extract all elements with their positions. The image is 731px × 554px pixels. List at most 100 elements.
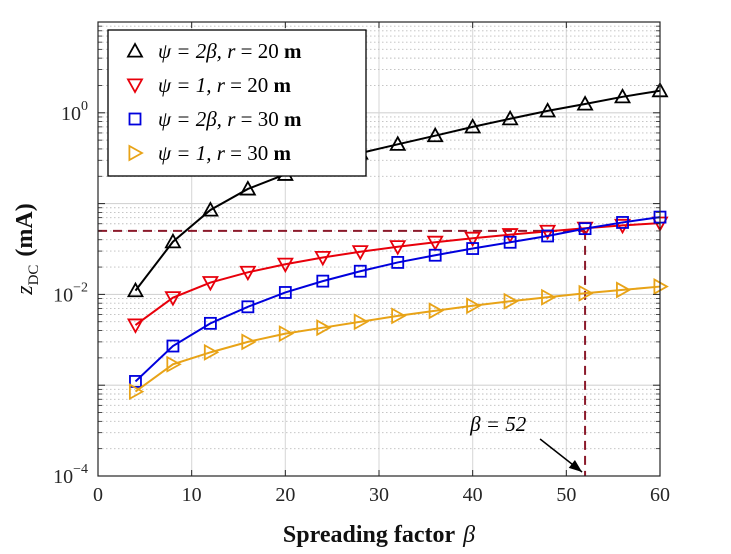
- series-2: [129, 210, 667, 388]
- legend-marker: [126, 42, 144, 58]
- x-tick-label: 60: [650, 484, 670, 506]
- data-point: [164, 291, 182, 307]
- data-point: [316, 319, 332, 337]
- data-point: [164, 232, 182, 249]
- legend-marker: [126, 78, 144, 94]
- legend-entry-3: ψ = 1, r = 30 m: [128, 141, 292, 165]
- legend-label-r: r: [217, 141, 226, 165]
- data-point: [464, 118, 482, 134]
- data-point: [166, 339, 180, 353]
- data-point: [539, 102, 557, 118]
- x-tick-label: 30: [369, 484, 389, 506]
- data-point: [503, 292, 519, 310]
- y-axis-symbol: z: [12, 285, 38, 296]
- data-point: [426, 126, 444, 143]
- data-point: [466, 242, 480, 255]
- data-point: [353, 264, 367, 278]
- y-tick-exponent: −4: [73, 462, 88, 477]
- legend-label-value: = 30: [225, 141, 274, 165]
- data-point: [501, 228, 519, 244]
- legend-entry-2: ψ = 2β, r = 30 m: [128, 107, 302, 131]
- legend-label: ψ = 1, r = 30 m: [158, 141, 292, 165]
- x-tick-label: 0: [93, 484, 103, 506]
- data-point: [501, 109, 519, 126]
- y-axis-title: zDC (mA): [12, 203, 42, 296]
- legend-label-params: ψ = 1,: [158, 73, 217, 97]
- x-tick-label: 10: [182, 484, 202, 506]
- y-axis-subscript: DC: [26, 265, 42, 286]
- data-point: [539, 224, 557, 241]
- x-axis-title: Spreading factor β: [283, 522, 475, 548]
- legend-label-value: = 20: [235, 39, 284, 63]
- data-point: [391, 256, 405, 269]
- annotation-label: β = 52: [469, 412, 527, 436]
- y-tick-label: 100: [61, 99, 88, 125]
- data-point: [239, 265, 257, 282]
- data-point: [278, 325, 295, 343]
- data-point: [126, 318, 144, 334]
- y-tick-base: 10: [53, 466, 73, 488]
- data-point: [201, 276, 219, 292]
- y-tick-exponent: 0: [81, 99, 88, 114]
- series-line: [134, 89, 661, 292]
- legend-entry-0: ψ = 2β, r = 20 m: [126, 39, 302, 63]
- x-tick-label: 50: [556, 484, 576, 506]
- data-point: [616, 216, 629, 229]
- data-point: [276, 257, 294, 274]
- data-point: [126, 281, 144, 298]
- data-point: [314, 250, 332, 267]
- data-point: [428, 248, 442, 262]
- series-line: [134, 216, 661, 383]
- y-tick-label: 10−4: [53, 462, 88, 488]
- data-point: [578, 284, 594, 302]
- y-axis-unit: (mA): [12, 203, 38, 256]
- legend-label-unit: m: [274, 141, 292, 165]
- legend-label: ψ = 2β, r = 30 m: [158, 107, 302, 131]
- data-point: [166, 355, 182, 373]
- data-point: [578, 222, 592, 236]
- data-point: [426, 235, 444, 252]
- data-point: [541, 288, 557, 306]
- legend-label-params: ψ = 2β,: [158, 107, 227, 131]
- data-point: [616, 281, 632, 299]
- series-line: [134, 222, 661, 326]
- legend-label-unit: m: [284, 39, 302, 63]
- data-point: [389, 240, 407, 256]
- data-point: [464, 231, 482, 248]
- y-tick-label: 10−2: [53, 280, 88, 306]
- legend-label-value: = 20: [225, 73, 274, 97]
- data-point: [203, 343, 220, 361]
- data-point: [466, 297, 482, 315]
- legend-entry-1: ψ = 1, r = 20 m: [126, 73, 292, 97]
- data-point: [201, 201, 219, 217]
- data-point: [576, 95, 594, 111]
- y-tick-base: 10: [61, 103, 81, 125]
- data-point: [353, 313, 370, 331]
- legend-label: ψ = 1, r = 20 m: [158, 73, 292, 97]
- x-axis-symbol: β: [462, 522, 475, 548]
- y-tick-base: 10: [53, 284, 73, 306]
- legend-label-params: ψ = 2β,: [158, 39, 227, 63]
- x-tick-label: 20: [275, 484, 295, 506]
- legend-label-r: r: [217, 73, 226, 97]
- legend-label-params: ψ = 1,: [158, 141, 217, 165]
- series-line: [134, 285, 661, 393]
- data-point: [389, 135, 407, 151]
- data-point: [278, 286, 292, 299]
- legend-marker: [128, 112, 142, 126]
- data-point: [614, 218, 632, 235]
- annotation-arrow-head: [568, 460, 583, 472]
- data-point: [128, 383, 145, 401]
- data-point: [541, 229, 554, 243]
- data-point: [239, 180, 257, 196]
- legend-label-value: = 30: [235, 107, 284, 131]
- series-3: [128, 278, 669, 401]
- data-point: [653, 278, 669, 296]
- legend-label-unit: m: [274, 73, 292, 97]
- x-axis-label: Spreading factor: [283, 522, 456, 548]
- data-point: [614, 87, 632, 104]
- data-point: [351, 245, 369, 261]
- legend-label-unit: m: [284, 107, 302, 131]
